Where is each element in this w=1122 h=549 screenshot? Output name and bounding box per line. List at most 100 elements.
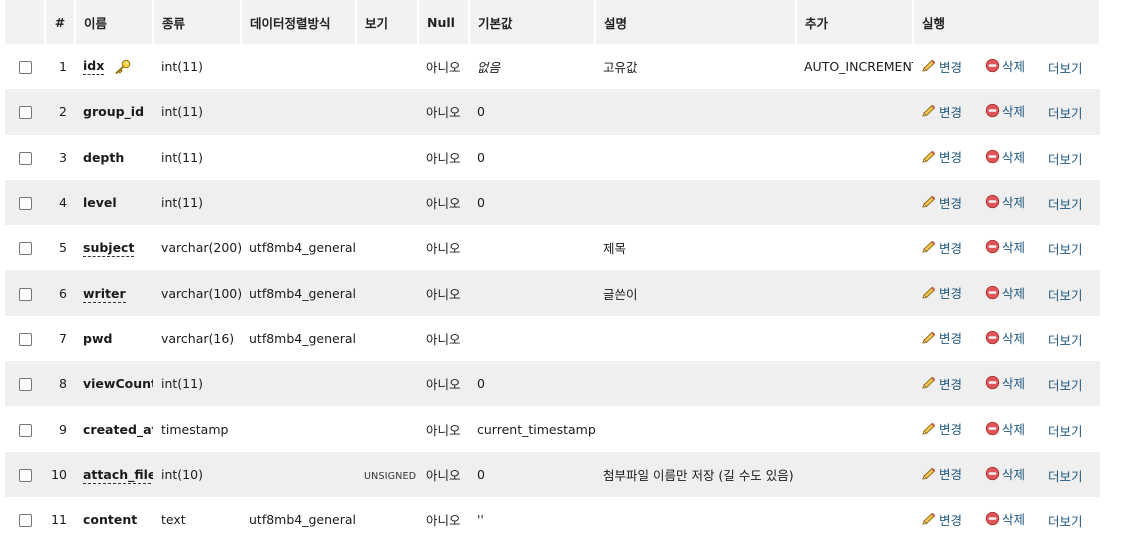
drop-button[interactable]: 삭제 — [985, 509, 1025, 528]
row-checkbox[interactable] — [18, 423, 32, 437]
drop-button[interactable]: 삭제 — [985, 101, 1025, 120]
drop-label: 삭제 — [1002, 376, 1026, 392]
change-button[interactable]: 변경 — [921, 510, 962, 529]
row-checkbox[interactable] — [18, 151, 32, 165]
drop-button[interactable]: 삭제 — [985, 192, 1025, 211]
more-button[interactable]: 더보기 — [1048, 511, 1083, 530]
drop-button[interactable]: 삭제 — [985, 147, 1025, 166]
row-checkbox[interactable] — [18, 197, 32, 211]
change-button[interactable]: 변경 — [921, 374, 962, 393]
column-collation: utf8mb4_general_ci — [241, 315, 356, 362]
header-null[interactable]: Null — [418, 0, 470, 44]
drop-button[interactable]: 삭제 — [985, 464, 1025, 483]
pencil-icon — [922, 195, 936, 208]
column-null: 아니오 — [418, 451, 469, 497]
more-button[interactable]: 더보기 — [1048, 285, 1083, 304]
column-name: depth — [83, 149, 125, 165]
column-collation — [241, 451, 356, 497]
drop-button[interactable]: 삭제 — [985, 328, 1025, 347]
column-type: int(11) — [153, 134, 241, 180]
table-row: 3 depth int(11) 아니오 0 변경 — [5, 134, 1100, 180]
more-button[interactable]: 더보기 — [1048, 149, 1083, 168]
change-label: 변경 — [939, 59, 963, 75]
column-name-cell: content — [75, 496, 153, 543]
drop-button[interactable]: 삭제 — [985, 283, 1025, 302]
column-extra — [796, 270, 913, 316]
no-entry-icon — [985, 421, 1000, 435]
row-checkbox[interactable] — [18, 468, 32, 482]
change-button[interactable]: 변경 — [921, 419, 962, 438]
row-checkbox-cell — [5, 270, 45, 316]
column-extra — [796, 225, 913, 271]
column-null: 아니오 — [418, 270, 469, 316]
column-null: 아니오 — [418, 225, 469, 271]
row-checkbox[interactable] — [18, 514, 32, 528]
header-action: 실행 — [913, 0, 1101, 44]
header-row: # 이름 종류 데이터정렬방식 보기 Null 기본값 설명 추가 실행 — [5, 0, 1101, 44]
column-actions: 변경 삭제 더보기 — [913, 496, 1100, 543]
more-button[interactable]: 더보기 — [1048, 58, 1083, 77]
change-button[interactable]: 변경 — [921, 57, 962, 76]
row-checkbox-cell — [5, 451, 45, 497]
change-button[interactable]: 변경 — [921, 464, 962, 483]
drop-button[interactable]: 삭제 — [985, 237, 1025, 256]
column-name: pwd — [83, 330, 113, 346]
column-extra — [796, 179, 913, 226]
row-checkbox-cell — [5, 496, 45, 543]
change-button[interactable]: 변경 — [921, 283, 962, 302]
drop-label: 삭제 — [1002, 466, 1026, 482]
column-default: 0 — [469, 134, 595, 180]
change-button[interactable]: 변경 — [921, 102, 962, 121]
header-name[interactable]: 이름 — [75, 0, 154, 44]
pencil-icon — [922, 467, 936, 480]
change-button[interactable]: 변경 — [921, 238, 962, 257]
row-checkbox[interactable] — [18, 332, 32, 346]
header-attributes[interactable]: 보기 — [356, 0, 419, 44]
header-comment[interactable]: 설명 — [595, 0, 797, 44]
row-checkbox[interactable] — [18, 287, 32, 301]
more-button[interactable]: 더보기 — [1048, 103, 1083, 122]
column-name-cell: pwd — [75, 315, 153, 362]
more-button[interactable]: 더보기 — [1048, 194, 1083, 213]
table-row: 7 pwd varchar(16) utf8mb4_general_ci 아니오… — [5, 315, 1100, 362]
row-checkbox-cell — [5, 179, 45, 226]
change-button[interactable]: 변경 — [921, 147, 962, 166]
drop-button[interactable]: 삭제 — [985, 419, 1025, 438]
header-type[interactable]: 종류 — [153, 0, 242, 44]
more-button[interactable]: 더보기 — [1048, 466, 1083, 485]
drop-button[interactable]: 삭제 — [985, 56, 1025, 75]
header-default[interactable]: 기본값 — [469, 0, 596, 44]
drop-label: 삭제 — [1002, 104, 1026, 120]
column-name: attach_file — [83, 466, 153, 484]
column-null: 아니오 — [418, 89, 469, 135]
more-button[interactable]: 더보기 — [1048, 421, 1083, 440]
more-button[interactable]: 더보기 — [1048, 330, 1083, 349]
drop-label: 삭제 — [1002, 512, 1026, 528]
drop-label: 삭제 — [1002, 59, 1026, 75]
pencil-icon — [922, 377, 936, 389]
change-button[interactable]: 변경 — [921, 328, 962, 347]
column-type: varchar(16) — [153, 315, 241, 362]
column-null: 아니오 — [418, 44, 469, 90]
row-checkbox[interactable] — [18, 61, 32, 75]
row-checkbox[interactable] — [18, 242, 32, 256]
column-collation — [241, 134, 356, 180]
column-comment — [595, 496, 796, 543]
column-type: int(10) — [153, 451, 241, 497]
header-num[interactable]: # — [45, 0, 76, 44]
more-button[interactable]: 더보기 — [1048, 239, 1083, 258]
column-default: current_timestamp() — [469, 406, 595, 452]
row-checkbox[interactable] — [18, 106, 32, 120]
column-collation: utf8mb4_general_ci — [241, 270, 356, 316]
change-button[interactable]: 변경 — [921, 193, 962, 212]
table-row: 8 viewCount int(11) 아니오 0 변경 — [5, 361, 1100, 407]
no-entry-icon — [985, 330, 1000, 345]
header-collation[interactable]: 데이터정렬방식 — [241, 0, 357, 44]
more-label: 더보기 — [1048, 197, 1083, 213]
no-entry-icon — [985, 149, 1000, 163]
row-checkbox[interactable] — [18, 378, 32, 392]
header-extra[interactable]: 추가 — [796, 0, 914, 44]
column-collation: utf8mb4_general_ci — [241, 225, 356, 271]
drop-button[interactable]: 삭제 — [985, 373, 1025, 392]
more-button[interactable]: 더보기 — [1048, 375, 1083, 394]
